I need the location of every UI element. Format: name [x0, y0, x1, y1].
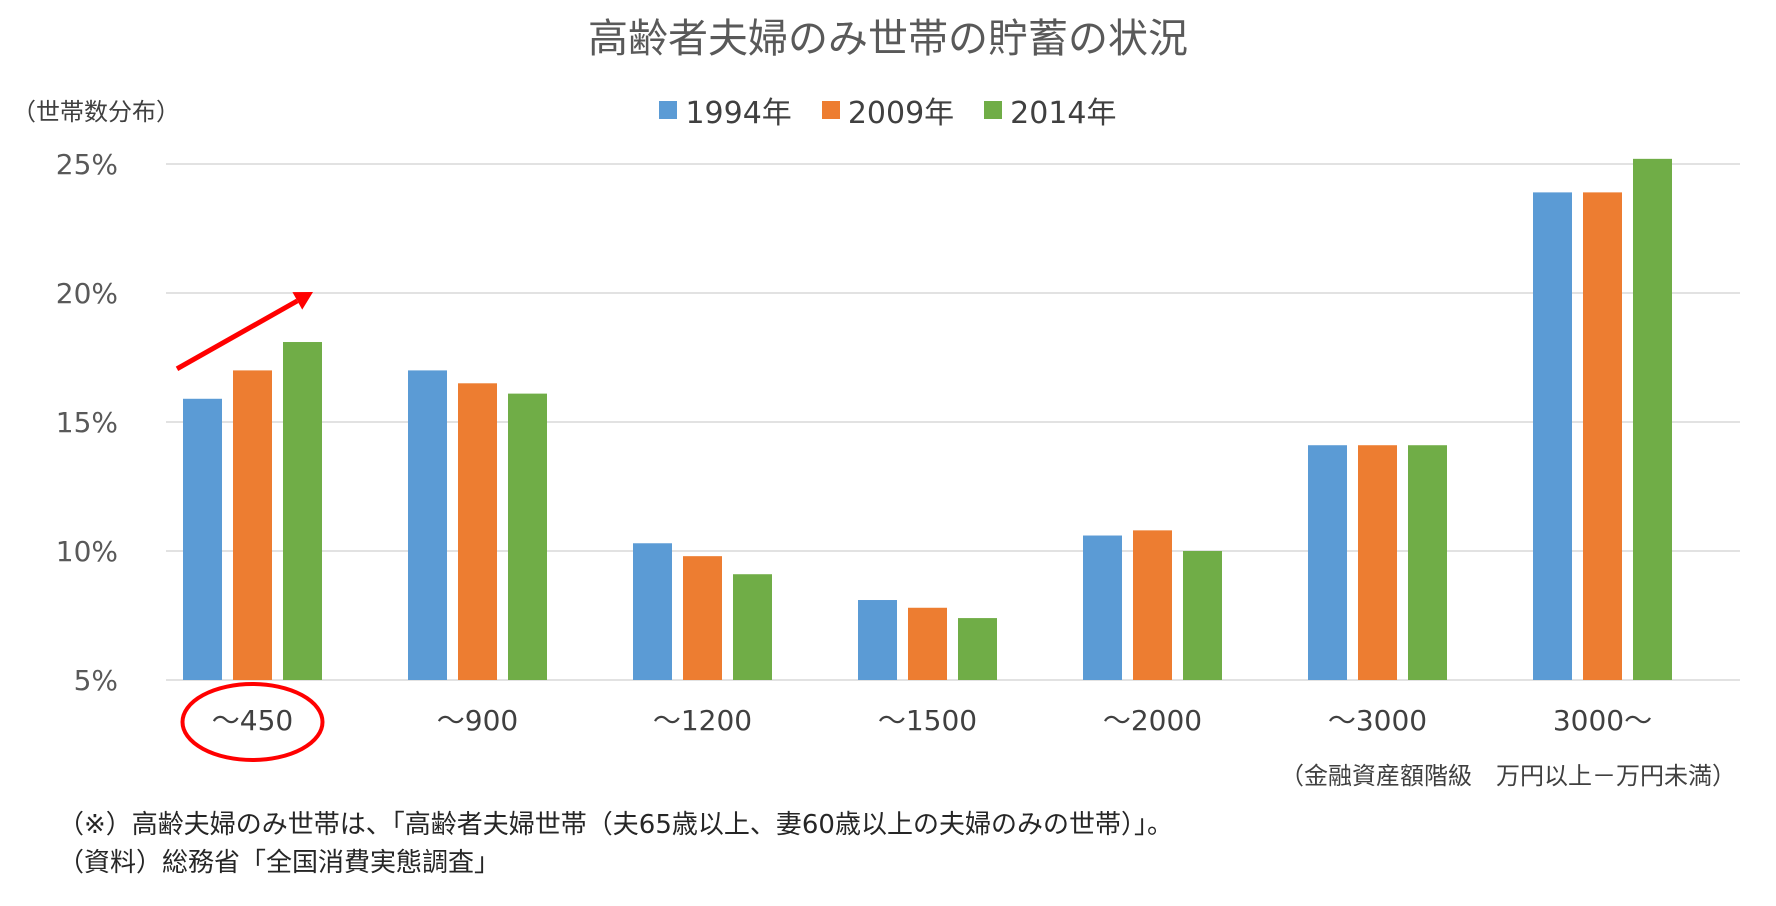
- y-tick-label: 5%: [74, 664, 118, 697]
- x-tick-label: 3000～: [1553, 704, 1652, 737]
- bar-1994年-3000～: [1533, 192, 1572, 680]
- bar-2014年-～450: [283, 342, 322, 680]
- bar-1994年-～1200: [633, 543, 672, 680]
- x-tick-label: ～2000: [1103, 704, 1202, 737]
- x-tick-label: ～450: [212, 704, 293, 737]
- y-axis-label: （世帯数分布）: [12, 98, 180, 126]
- footnote-definition: （※）高齢夫婦のみ世帯は、「高齢者夫婦世帯（夫65歳以上、妻60歳以上の夫婦のみ…: [58, 810, 1173, 840]
- bar-1994年-～450: [183, 398, 222, 680]
- x-tick-label: ～900: [437, 704, 518, 737]
- footnotes: （※）高齢夫婦のみ世帯は、「高齢者夫婦世帯（夫65歳以上、妻60歳以上の夫婦のみ…: [58, 806, 1173, 882]
- legend-item-2014: 2014年: [984, 88, 1117, 132]
- y-tick-label: 10%: [56, 535, 118, 568]
- bar-1994年-～1500: [858, 600, 897, 680]
- bar-2009年-～900: [458, 383, 497, 680]
- trend-arrow-shaft: [175, 298, 299, 371]
- y-tick-label: 25%: [56, 148, 118, 181]
- bar-2014年-～2000: [1183, 551, 1222, 680]
- bar-1994年-～2000: [1083, 535, 1122, 680]
- bar-2014年-～900: [508, 393, 547, 680]
- x-tick-label: ～3000: [1328, 704, 1427, 737]
- legend-item-2009: 2009年: [821, 88, 955, 132]
- bar-1994年-～900: [408, 370, 447, 680]
- x-tick-label: ～1200: [653, 704, 752, 737]
- footnote-source: （資料）総務省「全国消費実態調査」: [58, 848, 501, 878]
- y-tick-label: 20%: [56, 277, 118, 310]
- legend-swatch-1994: [659, 101, 678, 119]
- bar-2014年-～1200: [733, 574, 772, 680]
- legend-label-2014: 2014年: [1010, 96, 1117, 131]
- x-tick-label: ～1500: [878, 704, 977, 737]
- legend-swatch-2014: [984, 101, 1003, 119]
- bar-2009年-～450: [233, 370, 272, 680]
- bar-2014年-～3000: [1408, 445, 1447, 680]
- bar-2009年-～1500: [908, 607, 947, 680]
- bar-2009年-～2000: [1133, 530, 1172, 680]
- bar-2009年-3000～: [1583, 192, 1622, 680]
- legend-label-2009: 2009年: [847, 96, 955, 131]
- bar-1994年-～3000: [1308, 445, 1347, 680]
- chart-title: 高齢者夫婦のみ世帯の貯蓄の状況: [588, 16, 1188, 62]
- legend-label-1994: 1994年: [685, 96, 792, 131]
- bar-2014年-3000～: [1633, 158, 1672, 681]
- bar-2009年-～3000: [1358, 445, 1397, 680]
- legend: 1994年 2009年 2014年: [0, 88, 1776, 132]
- bar-2009年-～1200: [683, 556, 722, 680]
- y-tick-label: 15%: [56, 406, 118, 439]
- bar-2014年-～1500: [958, 618, 997, 680]
- legend-swatch-2009: [821, 101, 840, 119]
- x-axis-unit-label: （金融資産額階級 万円以上－万円未満）: [1280, 762, 1736, 790]
- highlight-circle: [180, 682, 325, 762]
- trend-arrow-head: [292, 292, 313, 310]
- legend-item-1994: 1994年: [659, 88, 792, 132]
